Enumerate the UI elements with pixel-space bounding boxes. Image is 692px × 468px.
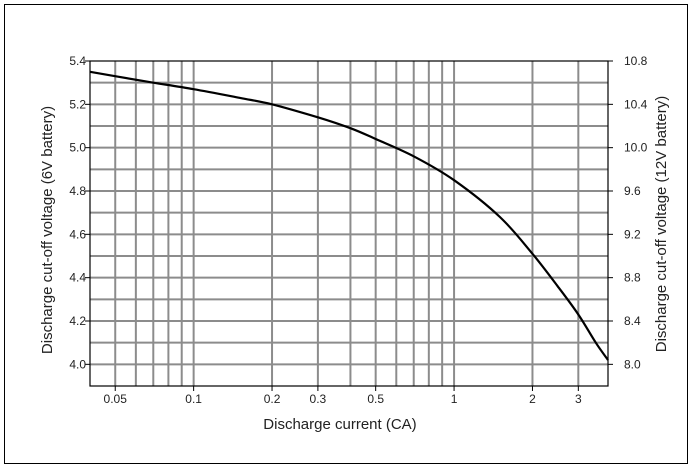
y-tick-label-left: 4.6 — [69, 227, 86, 241]
y-tick-label-left: 5.4 — [69, 54, 86, 68]
x-tick-label: 0.05 — [104, 392, 128, 406]
y-tick-label-left: 5.2 — [69, 97, 86, 111]
x-tick-label: 0.2 — [264, 392, 281, 406]
plot-area-border — [89, 60, 609, 387]
x-tick-label: 0.5 — [367, 392, 384, 406]
y-tick-label-right: 8.4 — [624, 314, 641, 328]
y-tick-label-right: 8.0 — [624, 357, 641, 371]
y-tick-label-right: 9.6 — [624, 184, 641, 198]
y-tick-label-right: 10.4 — [624, 97, 648, 111]
y-tick-label-right: 8.8 — [624, 271, 641, 285]
x-tick-label: 2 — [529, 392, 536, 406]
cutoff-voltage-curve — [89, 70, 609, 361]
y-tick-label-right: 9.2 — [624, 227, 641, 241]
series-curves — [89, 70, 609, 361]
y-tick-label-right: 10.0 — [624, 141, 648, 155]
y-tick-label-left: 4.4 — [69, 271, 86, 285]
tick-labels: 4.0 4.2 4.4 4.6 4.8 5.0 5.2 5.4 8.0 8.4 8.8 9.2 9.6 1… — [69, 54, 647, 406]
y-tick-label-left: 4.8 — [69, 184, 86, 198]
y-axis-title-right: Discharge cut-off voltage (12V battery) — [653, 96, 670, 353]
x-tick-label: 0.3 — [310, 392, 327, 406]
y-axis-title-left: Discharge cut-off voltage (6V battery) — [39, 106, 56, 354]
grid-lines — [90, 61, 608, 386]
chart-border — [4, 4, 688, 464]
x-tick-label: 0.1 — [185, 392, 202, 406]
x-axis-title: Discharge current (CA) — [263, 416, 416, 433]
x-tick-label: 1 — [451, 392, 458, 406]
y-tick-label-right: 10.8 — [624, 54, 648, 68]
y-tick-label-left: 4.0 — [69, 357, 86, 371]
y-tick-label-left: 5.0 — [69, 141, 86, 155]
x-tick-label: 3 — [575, 392, 582, 406]
y-tick-label-left: 4.2 — [69, 314, 86, 328]
plot-axes — [85, 60, 613, 391]
